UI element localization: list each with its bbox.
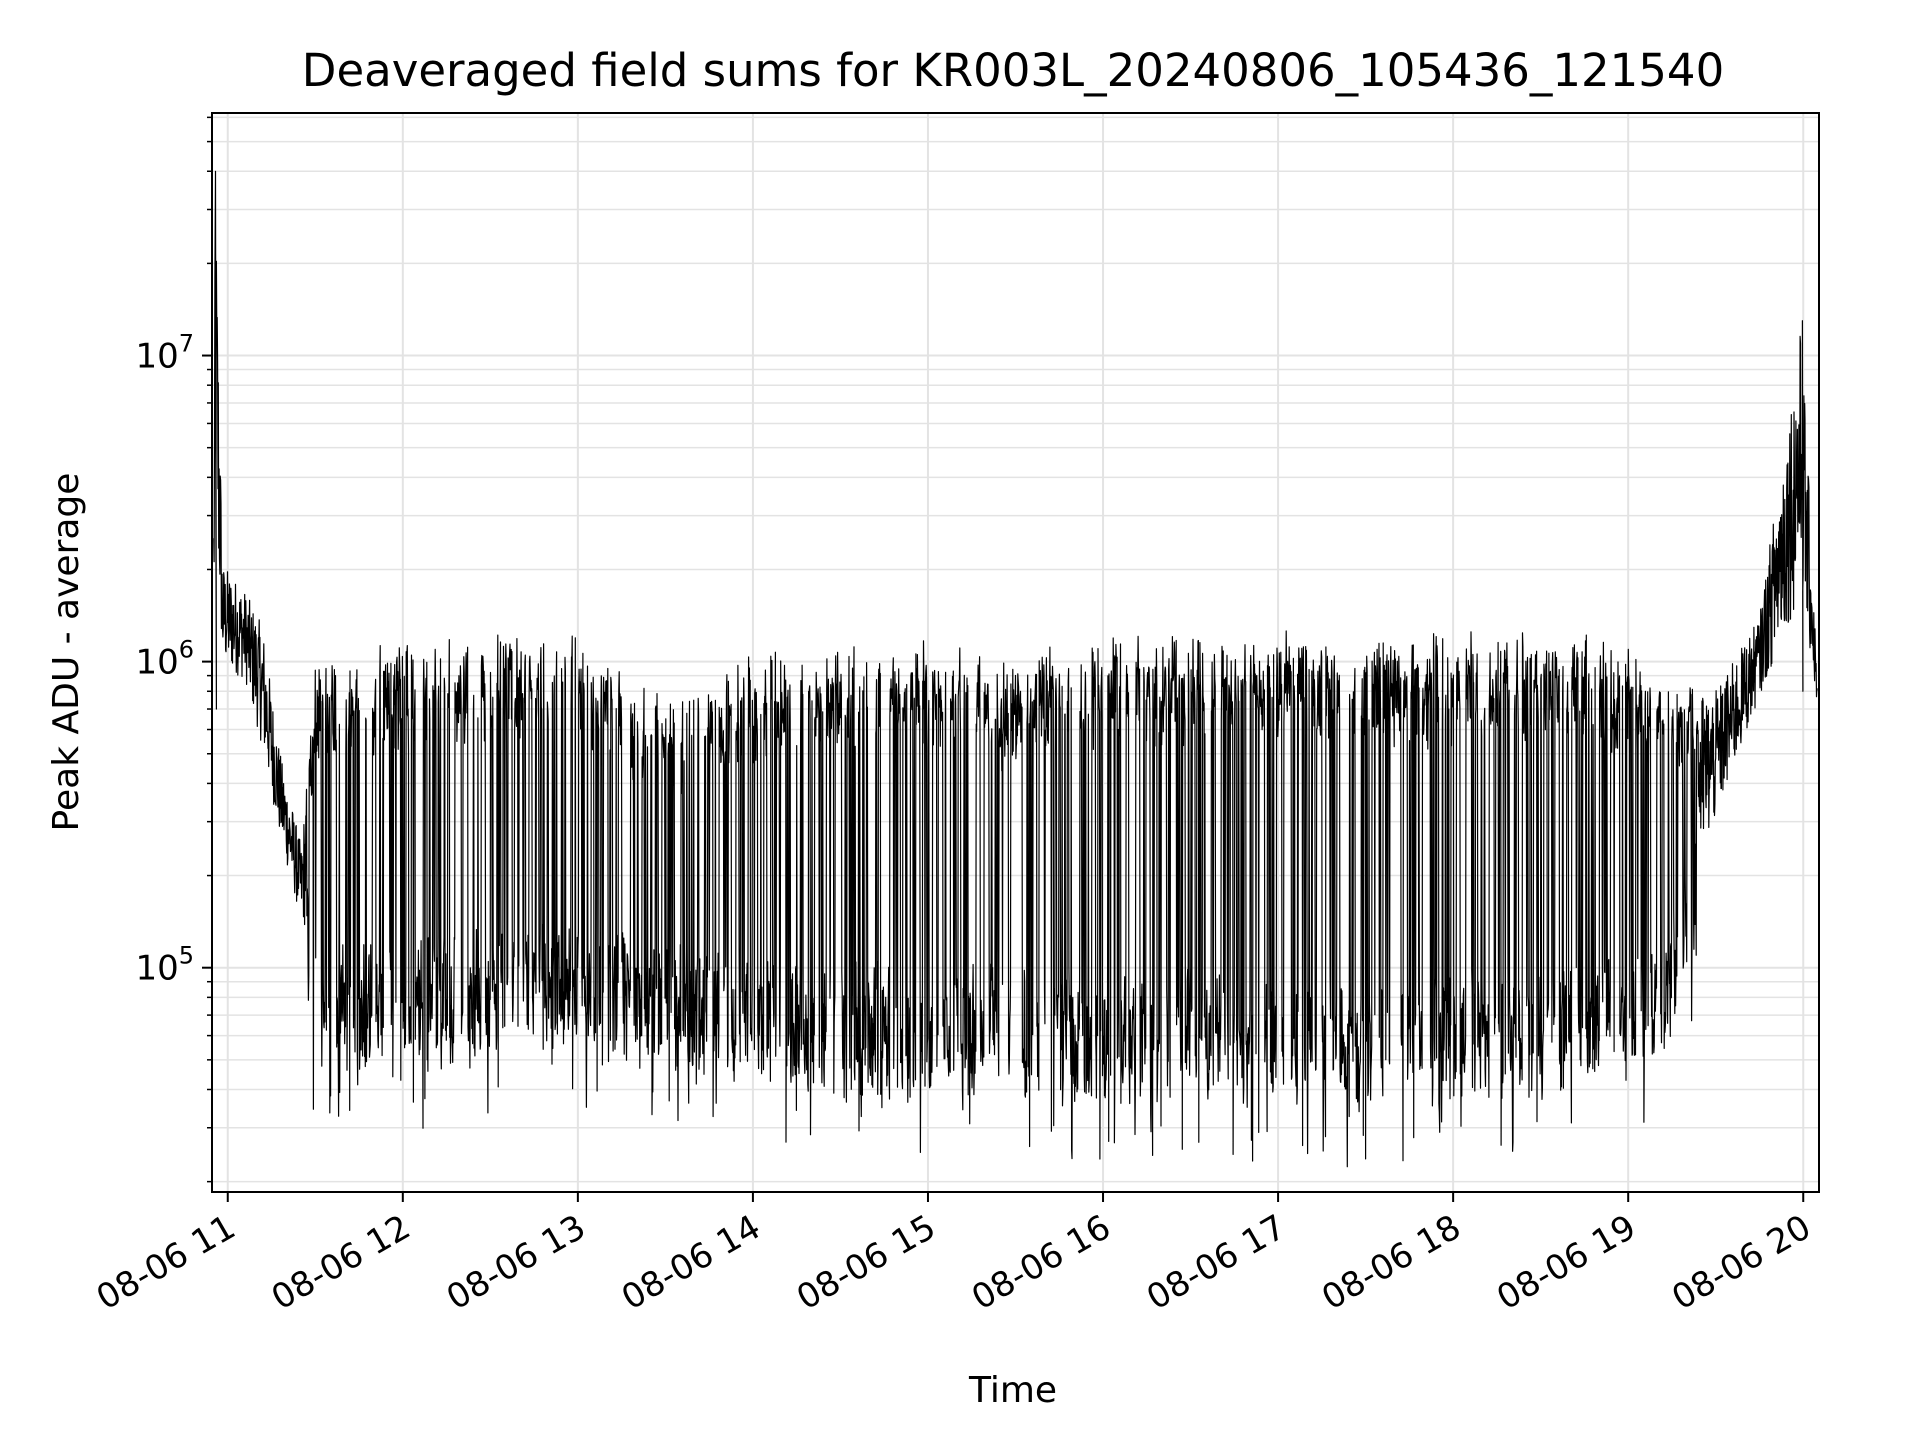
y-axis-label: Peak ADU - average xyxy=(46,473,87,832)
plot-series xyxy=(213,170,1818,1168)
x-axis-label: Time xyxy=(968,1370,1057,1411)
y-tick-label: 105 xyxy=(135,942,194,989)
series-line xyxy=(213,170,1818,1168)
chart-title: Deaveraged field sums for KR003L_2024080… xyxy=(302,44,1724,97)
y-tick-label: 106 xyxy=(135,636,194,683)
plot-frame xyxy=(211,112,1820,1193)
y-tick-label: 107 xyxy=(135,330,194,377)
y-axis-ticks: 105 106 107 xyxy=(135,116,212,1183)
